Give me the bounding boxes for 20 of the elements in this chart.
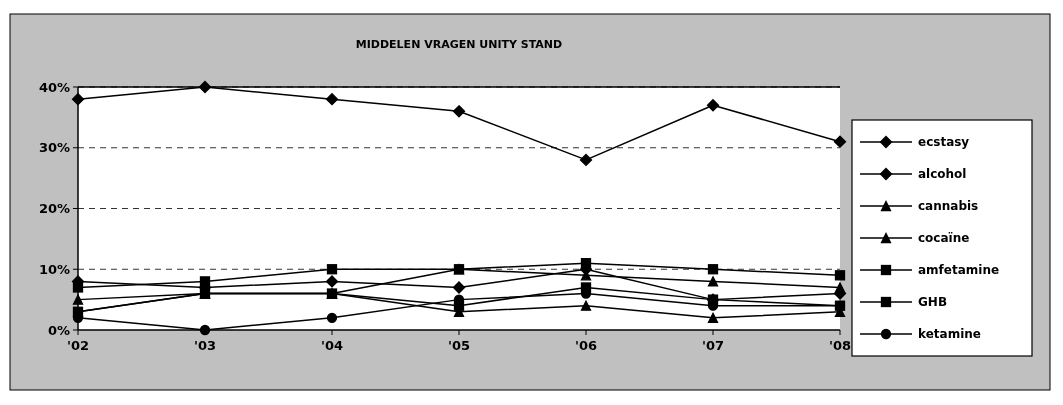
x-tick-label: '02 bbox=[66, 338, 90, 353]
x-tick-label: '03 bbox=[193, 338, 217, 353]
x-tick-label: '08 bbox=[828, 338, 852, 353]
x-tick-label: '06 bbox=[574, 338, 598, 353]
y-tick-label: 20% bbox=[38, 201, 70, 217]
legend-label: ketamine bbox=[918, 327, 981, 342]
y-tick-label: 0% bbox=[47, 322, 70, 338]
legend-label: amfetamine bbox=[918, 263, 1000, 278]
y-tick-label: 30% bbox=[38, 140, 70, 156]
legend-label: GHB bbox=[918, 295, 948, 310]
chart-title: MIDDELEN VRAGEN UNITY STAND bbox=[355, 38, 563, 51]
x-tick-label: '07 bbox=[701, 338, 725, 353]
y-tick-label: 40% bbox=[38, 79, 70, 95]
x-tick-label: '04 bbox=[320, 338, 344, 353]
legend-label: alcohol bbox=[918, 167, 967, 182]
legend-label: cocaïne bbox=[918, 231, 970, 246]
y-tick-label: 10% bbox=[38, 261, 70, 277]
x-tick-label: '05 bbox=[447, 338, 471, 353]
legend-label: ecstasy bbox=[918, 135, 970, 150]
legend-label: cannabis bbox=[918, 199, 979, 214]
